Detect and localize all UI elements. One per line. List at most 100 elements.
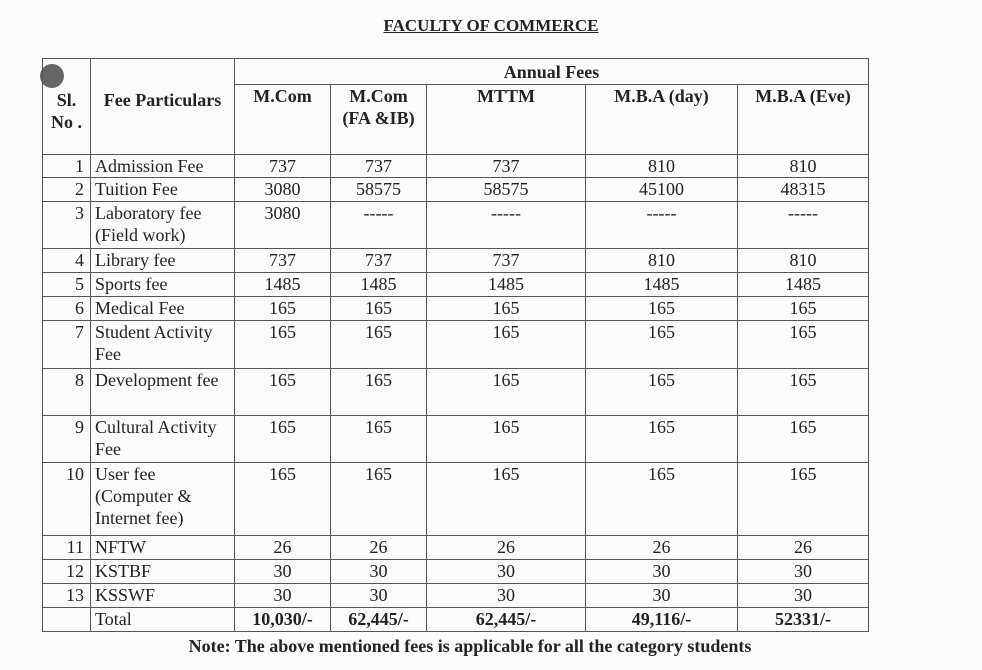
fee-table: Sl. No . Fee Particulars Annual Fees M.C… bbox=[42, 58, 869, 632]
fee-value-cell: 165 bbox=[330, 462, 427, 536]
sl-no-cell: 3 bbox=[42, 201, 91, 249]
fee-value-cell: 26 bbox=[426, 535, 586, 560]
table-row: 9 Cultural Activity Fee 165 165 165 165 165 bbox=[42, 415, 869, 463]
fee-value-cell: 1485 bbox=[234, 272, 331, 297]
fee-name-cell: KSTBF bbox=[90, 559, 235, 584]
fee-value-cell: ----- bbox=[585, 201, 738, 249]
fee-value-cell: 165 bbox=[737, 296, 869, 321]
total-value-cell: 10,030/- bbox=[234, 607, 331, 632]
fee-value-cell: 3080 bbox=[234, 177, 331, 202]
fee-value-cell: 1485 bbox=[737, 272, 869, 297]
fee-value-cell: 1485 bbox=[330, 272, 427, 297]
fee-value-cell: 165 bbox=[737, 415, 869, 463]
fee-value-cell: 165 bbox=[737, 320, 869, 369]
fee-name-cell: Library fee bbox=[90, 248, 235, 273]
fee-value-cell: 737 bbox=[426, 154, 586, 178]
fee-value-cell: 165 bbox=[234, 320, 331, 369]
sl-no-cell: 11 bbox=[42, 535, 91, 560]
sl-no-cell: 9 bbox=[42, 415, 91, 463]
fee-value-cell: 165 bbox=[585, 462, 738, 536]
fee-value-cell: ----- bbox=[737, 201, 869, 249]
fee-name-cell: KSSWF bbox=[90, 583, 235, 608]
fee-value-cell: 3080 bbox=[234, 201, 331, 249]
blank-cell bbox=[42, 607, 91, 632]
sl-no-cell: 6 bbox=[42, 296, 91, 321]
footnote: Note: The above mentioned fees is applic… bbox=[188, 636, 752, 656]
fee-value-cell: 165 bbox=[426, 320, 586, 369]
fee-value-cell: 30 bbox=[330, 583, 427, 608]
total-label: Total bbox=[90, 607, 235, 632]
header-program: M.B.A (Eve) bbox=[737, 84, 869, 155]
fee-name-cell: Cultural Activity Fee bbox=[90, 415, 235, 463]
fee-value-cell: 30 bbox=[330, 559, 427, 584]
header-program: M.B.A (day) bbox=[585, 84, 738, 155]
fee-value-cell: 810 bbox=[737, 248, 869, 273]
table-row: 2 Tuition Fee 3080 58575 58575 45100 48315 bbox=[42, 177, 869, 202]
fee-name-cell: Student Activity Fee bbox=[90, 320, 235, 369]
fee-value-cell: 48315 bbox=[737, 177, 869, 202]
table-row: 13 KSSWF 30 30 30 30 30 bbox=[42, 583, 869, 608]
table-row: 11 NFTW 26 26 26 26 26 bbox=[42, 535, 869, 560]
fee-value-cell: 165 bbox=[330, 320, 427, 369]
fee-value-cell: 165 bbox=[585, 415, 738, 463]
fee-value-cell: 810 bbox=[585, 248, 738, 273]
fee-value-cell: 165 bbox=[330, 368, 427, 416]
fee-value-cell: 1485 bbox=[585, 272, 738, 297]
fee-name-cell: Tuition Fee bbox=[90, 177, 235, 202]
sl-no-cell: 5 bbox=[42, 272, 91, 297]
fee-value-cell: 30 bbox=[737, 583, 869, 608]
fee-value-cell: 30 bbox=[234, 559, 331, 584]
sl-no-cell: 12 bbox=[42, 559, 91, 584]
fee-value-cell: 30 bbox=[737, 559, 869, 584]
fee-value-cell: 165 bbox=[737, 368, 869, 416]
fee-value-cell: 165 bbox=[426, 415, 586, 463]
table-row: 4 Library fee 737 737 737 810 810 bbox=[42, 248, 869, 273]
total-row: Total 10,030/- 62,445/- 62,445/- 49,116/- 523… bbox=[42, 607, 869, 632]
table-row: 1 Admission Fee 737 737 737 810 810 bbox=[42, 154, 869, 178]
fee-value-cell: 737 bbox=[426, 248, 586, 273]
fee-value-cell: 165 bbox=[585, 368, 738, 416]
fee-value-cell: 58575 bbox=[330, 177, 427, 202]
sl-no-cell: 13 bbox=[42, 583, 91, 608]
fee-value-cell: 165 bbox=[234, 462, 331, 536]
table-row: 6 Medical Fee 165 165 165 165 165 bbox=[42, 296, 869, 321]
header-program: M.Com (FA &IB) bbox=[330, 84, 427, 155]
fee-name-cell: Laboratory fee (Field work) bbox=[90, 201, 235, 249]
fee-name-cell: Sports fee bbox=[90, 272, 235, 297]
fee-value-cell: 165 bbox=[234, 415, 331, 463]
header-program: MTTM bbox=[426, 84, 586, 155]
table-row: 12 KSTBF 30 30 30 30 30 bbox=[42, 559, 869, 584]
fee-name-cell: Development fee bbox=[90, 368, 235, 416]
fee-value-cell: 30 bbox=[426, 559, 586, 584]
fee-value-cell: 1485 bbox=[426, 272, 586, 297]
total-value-cell: 62,445/- bbox=[426, 607, 586, 632]
total-value-cell: 62,445/- bbox=[330, 607, 427, 632]
fee-value-cell: ----- bbox=[330, 201, 427, 249]
fee-value-cell: 165 bbox=[426, 296, 586, 321]
fee-value-cell: 737 bbox=[330, 248, 427, 273]
fee-name-cell: Medical Fee bbox=[90, 296, 235, 321]
fee-value-cell: 45100 bbox=[585, 177, 738, 202]
fee-value-cell: 165 bbox=[426, 368, 586, 416]
sl-no-cell: 7 bbox=[42, 320, 91, 369]
fee-value-cell: ----- bbox=[426, 201, 586, 249]
fee-value-cell: 737 bbox=[234, 154, 331, 178]
fee-value-cell: 810 bbox=[585, 154, 738, 178]
page-title: FACULTY OF COMMERCE bbox=[383, 16, 599, 35]
total-value-cell: 49,116/- bbox=[585, 607, 738, 632]
header-fee-particulars: Fee Particulars bbox=[90, 58, 235, 155]
sl-no-cell: 10 bbox=[42, 462, 91, 536]
total-value-cell: 52331/- bbox=[737, 607, 869, 632]
fee-value-cell: 810 bbox=[737, 154, 869, 178]
fee-name-cell: User fee (Computer & Internet fee) bbox=[90, 462, 235, 536]
sl-no-cell: 4 bbox=[42, 248, 91, 273]
fee-value-cell: 165 bbox=[330, 296, 427, 321]
sl-no-cell: 1 bbox=[42, 154, 91, 178]
fee-value-cell: 30 bbox=[426, 583, 586, 608]
table-row: 8 Development fee 165 165 165 165 165 bbox=[42, 368, 869, 416]
fee-value-cell: 165 bbox=[234, 296, 331, 321]
fee-value-cell: 26 bbox=[737, 535, 869, 560]
fee-value-cell: 30 bbox=[585, 583, 738, 608]
fee-value-cell: 165 bbox=[585, 296, 738, 321]
sl-no-cell: 8 bbox=[42, 368, 91, 416]
